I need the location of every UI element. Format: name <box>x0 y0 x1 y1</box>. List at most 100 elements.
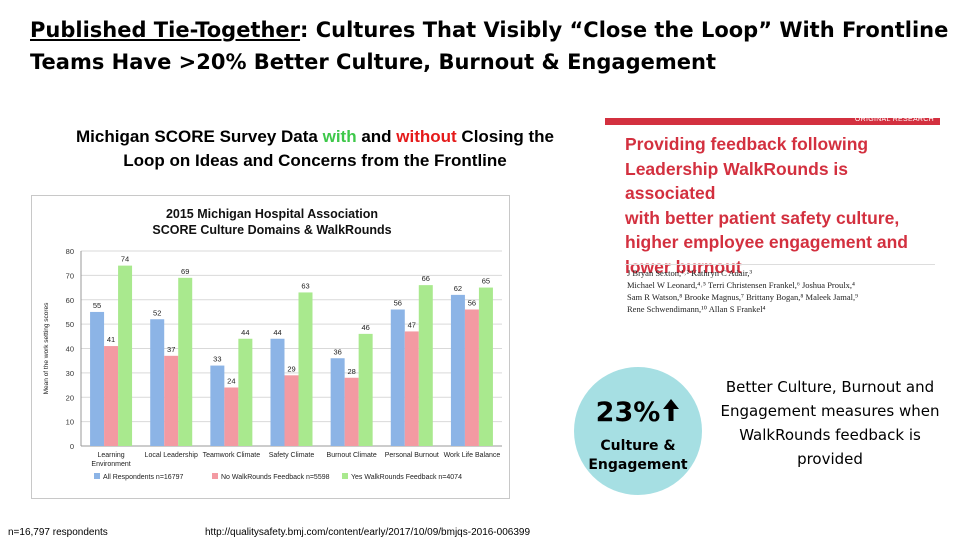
label-line1: Culture & <box>600 438 676 454</box>
data-label: 24 <box>227 377 235 386</box>
author-line: J Bryan Sexton,¹˒² Kathryn C Adair,³ <box>627 268 753 278</box>
title-underlined: Published Tie-Together <box>30 18 301 42</box>
data-label: 56 <box>468 299 476 308</box>
paper-title-line: with better patient safety culture, <box>625 207 900 228</box>
note-line: Better Culture, Burnout and <box>725 378 935 396</box>
legend-label: No WalkRounds Feedback n=5598 <box>221 474 330 481</box>
bar <box>344 377 359 446</box>
chart-title: SCORE Culture Domains & WalkRounds <box>152 223 391 237</box>
bar <box>238 338 253 446</box>
bar-chart-svg: 2015 Michigan Hospital Association SCORE … <box>43 207 502 481</box>
paper-title: Providing feedback following Leadership … <box>625 132 940 279</box>
label-line2: Engagement <box>588 457 688 473</box>
data-label: 62 <box>454 284 462 293</box>
bar <box>178 277 193 446</box>
y-tick-label: 70 <box>66 271 74 280</box>
slide-title: Published Tie-Together: Cultures That Vi… <box>30 14 950 78</box>
data-label: 63 <box>301 281 309 290</box>
data-label: 29 <box>287 364 295 373</box>
note-line: Engagement measures when <box>720 402 940 420</box>
y-tick-label: 10 <box>66 418 74 427</box>
data-label: 41 <box>107 335 115 344</box>
improvement-circle: 23% Culture & Engagement <box>574 367 702 495</box>
subhead-text: Michigan SCORE Survey Data <box>76 127 323 146</box>
title-line2: Teams Have >20% Better Culture, Burnout … <box>30 50 716 74</box>
legend-swatch <box>212 473 218 479</box>
data-label: 28 <box>347 367 355 376</box>
chart-title: 2015 Michigan Hospital Association <box>166 207 378 221</box>
data-label: 74 <box>121 255 129 264</box>
category-label: Personal Burnout <box>385 452 439 459</box>
sample-size-note: n=16,797 respondents <box>8 527 108 538</box>
paper-excerpt: ORIGINAL RESEARCH Providing feedback fol… <box>605 116 940 328</box>
data-label: 66 <box>422 274 430 283</box>
subhead-line2: Loop on Ideas and Concerns from the Fron… <box>123 151 507 170</box>
y-tick-label: 20 <box>66 393 74 402</box>
y-tick-label: 80 <box>66 247 74 256</box>
improvement-percent: 23% <box>574 397 702 429</box>
bar <box>118 265 133 446</box>
data-label: 33 <box>213 355 221 364</box>
bar <box>298 292 313 446</box>
category-label: Learning <box>97 452 124 459</box>
bar <box>270 338 285 446</box>
bar <box>390 309 405 446</box>
data-label: 46 <box>361 323 369 332</box>
source-url: http://qualitysafety.bmj.com/content/ear… <box>205 527 531 538</box>
bar <box>478 287 493 446</box>
bar <box>450 294 465 446</box>
paper-authors: J Bryan Sexton,¹˒² Kathryn C Adair,³ Mic… <box>627 267 947 315</box>
category-label: Local Leadership <box>145 452 198 459</box>
subhead-text: and <box>356 127 397 146</box>
title-rest: : Cultures That Visibly “Close the Loop”… <box>300 18 949 42</box>
data-label: 69 <box>181 267 189 276</box>
data-label: 55 <box>93 301 101 310</box>
bar <box>418 285 433 446</box>
y-tick-label: 0 <box>70 442 74 451</box>
improvement-label: Culture & Engagement <box>574 437 702 475</box>
data-label: 36 <box>333 347 341 356</box>
data-label: 52 <box>153 308 161 317</box>
bar <box>358 333 373 446</box>
y-axis-label: Mean of the work setting scores <box>43 302 50 395</box>
bar <box>164 355 179 446</box>
bar <box>104 346 119 446</box>
note-line: provided <box>797 450 863 468</box>
paper-section-band: ORIGINAL RESEARCH <box>605 116 940 125</box>
legend-label: Yes WalkRounds Feedback n=4074 <box>351 474 462 481</box>
data-label: 44 <box>273 328 281 337</box>
data-label: 65 <box>482 277 490 286</box>
bar <box>284 375 299 446</box>
subhead-with: with <box>322 127 357 146</box>
category-label: Safety Climate <box>269 452 315 459</box>
paper-divider <box>625 264 935 265</box>
category-label: Burnout Climate <box>327 452 377 459</box>
percent-value: 23% <box>595 397 661 428</box>
data-label: 37 <box>167 345 175 354</box>
bar <box>330 358 345 446</box>
bar <box>150 319 165 446</box>
paper-title-line: Providing feedback following <box>625 134 869 154</box>
chart-subheading: Michigan SCORE Survey Data with and with… <box>40 125 590 173</box>
author-line: Rene Schwendimann,¹⁰ Allan S Frankel⁴ <box>627 304 766 314</box>
bar <box>210 365 225 446</box>
paper-title-line: Leadership WalkRounds is associated <box>625 158 849 204</box>
category-label: Teamwork Climate <box>203 452 261 459</box>
legend-swatch <box>342 473 348 479</box>
bar <box>404 331 419 446</box>
author-line: Sam R Watson,⁸ Brooke Magnus,⁷ Brittany … <box>627 292 859 302</box>
author-line: Michael W Leonard,⁴˒⁵ Terri Christensen … <box>627 280 855 290</box>
bar <box>90 311 105 446</box>
bar-chart: 2015 Michigan Hospital Association SCORE … <box>31 195 510 499</box>
subhead-without: without <box>396 127 457 146</box>
data-label: 47 <box>408 320 416 329</box>
bar <box>464 309 479 446</box>
paper-section-label: ORIGINAL RESEARCH <box>854 116 934 123</box>
paper-title-line: lower burnout <box>625 256 742 277</box>
note-line: WalkRounds feedback is <box>739 426 921 444</box>
y-tick-label: 60 <box>66 296 74 305</box>
bar <box>224 387 239 446</box>
callout-note: Better Culture, Burnout and Engagement m… <box>705 375 955 471</box>
category-label: Environment <box>91 461 130 468</box>
data-label: 44 <box>241 328 249 337</box>
